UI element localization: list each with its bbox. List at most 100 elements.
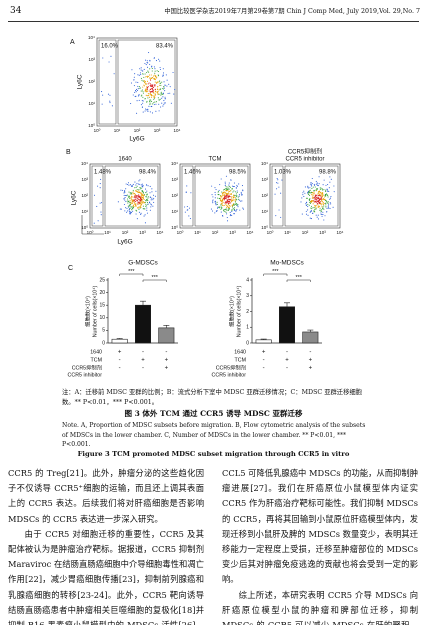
event-dot <box>305 210 307 212</box>
gate <box>284 165 339 227</box>
event-dot <box>152 85 154 87</box>
event-dot <box>307 187 309 189</box>
event-dot <box>328 190 330 193</box>
event-dot <box>309 211 311 213</box>
event-dot <box>145 86 148 88</box>
event-dot <box>138 202 140 204</box>
bar <box>278 306 295 344</box>
event-dot <box>322 184 324 186</box>
event-dot <box>228 184 230 186</box>
event-dot <box>168 83 170 85</box>
page-number: 34 <box>10 6 22 16</box>
event-dot <box>210 208 212 210</box>
plot-title: CCR5 inhibitor <box>285 157 324 163</box>
axis-tick-label: 10⁰ <box>88 123 95 128</box>
event-dot <box>140 184 142 186</box>
event-dot <box>160 82 162 84</box>
event-dot <box>185 191 187 193</box>
event-dot <box>134 202 136 204</box>
event-dot <box>140 104 142 106</box>
event-dot <box>146 209 148 211</box>
y-tick-label: 20 <box>99 290 105 296</box>
event-dot <box>145 196 147 198</box>
event-dot <box>321 215 323 217</box>
event-dot <box>311 212 314 214</box>
event-dot <box>314 186 316 188</box>
event-dot <box>93 222 95 224</box>
event-dot <box>157 82 159 84</box>
significance-label: *** <box>151 275 158 281</box>
event-dot <box>318 201 320 203</box>
event-dot <box>308 190 310 192</box>
event-dot <box>136 89 139 92</box>
event-dot <box>323 205 325 207</box>
event-dot <box>227 195 229 197</box>
event-dot <box>226 202 228 204</box>
event-dot <box>323 204 325 206</box>
event-dot <box>220 204 222 206</box>
event-dot <box>136 218 138 220</box>
event-dot <box>169 92 171 94</box>
event-dot <box>236 184 238 186</box>
event-dot <box>219 184 221 186</box>
event-dot <box>315 201 317 203</box>
event-dot <box>304 192 306 194</box>
event-dot <box>227 189 229 191</box>
event-dot <box>229 215 231 217</box>
event-dot <box>129 197 131 199</box>
event-dot <box>140 198 143 200</box>
event-dot <box>220 199 222 201</box>
event-dot <box>137 207 139 209</box>
event-dot <box>134 204 136 206</box>
event-dot <box>317 192 319 194</box>
event-dot <box>232 194 235 196</box>
event-dot <box>220 211 222 213</box>
event-dot <box>218 198 221 200</box>
significance-label: *** <box>295 275 302 281</box>
event-dot <box>221 195 223 197</box>
event-dot <box>154 81 156 83</box>
event-dot <box>323 189 325 191</box>
event-dot <box>125 194 127 197</box>
event-dot <box>231 214 233 216</box>
plot-frame <box>89 163 161 229</box>
event-dot <box>318 206 320 208</box>
event-dot <box>325 193 328 195</box>
event-dot <box>134 187 136 189</box>
gate <box>98 39 117 125</box>
axis-label: Ly6G <box>129 136 144 143</box>
event-dot <box>127 206 129 208</box>
event-dot <box>160 94 162 96</box>
event-dot <box>238 199 240 201</box>
event-dot <box>142 195 144 197</box>
event-dot <box>146 88 148 90</box>
event-dot <box>311 182 313 185</box>
axis-tick-label: 10⁴ <box>171 161 178 166</box>
event-dot <box>225 196 227 198</box>
event-dot <box>142 196 145 198</box>
significance-bracket <box>142 279 167 282</box>
plot-frame <box>179 163 251 229</box>
event-dot <box>224 188 226 190</box>
event-dot <box>139 87 141 89</box>
event-dot <box>145 82 147 84</box>
event-dot <box>146 200 148 202</box>
event-dot <box>139 207 141 209</box>
event-dot <box>141 196 143 198</box>
event-dot <box>140 197 142 199</box>
event-dot <box>317 185 319 187</box>
event-dot <box>129 212 131 214</box>
event-dot <box>142 205 144 207</box>
event-dot <box>315 190 318 192</box>
event-dot <box>145 64 147 66</box>
event-dot <box>120 208 122 210</box>
event-dot <box>316 199 318 201</box>
event-dot <box>123 192 125 194</box>
event-dot <box>130 193 132 195</box>
y-tick-label: 5 <box>102 328 105 334</box>
event-dot <box>318 183 320 185</box>
event-dot <box>315 183 317 185</box>
event-dot <box>214 194 216 196</box>
event-dot <box>164 96 166 98</box>
